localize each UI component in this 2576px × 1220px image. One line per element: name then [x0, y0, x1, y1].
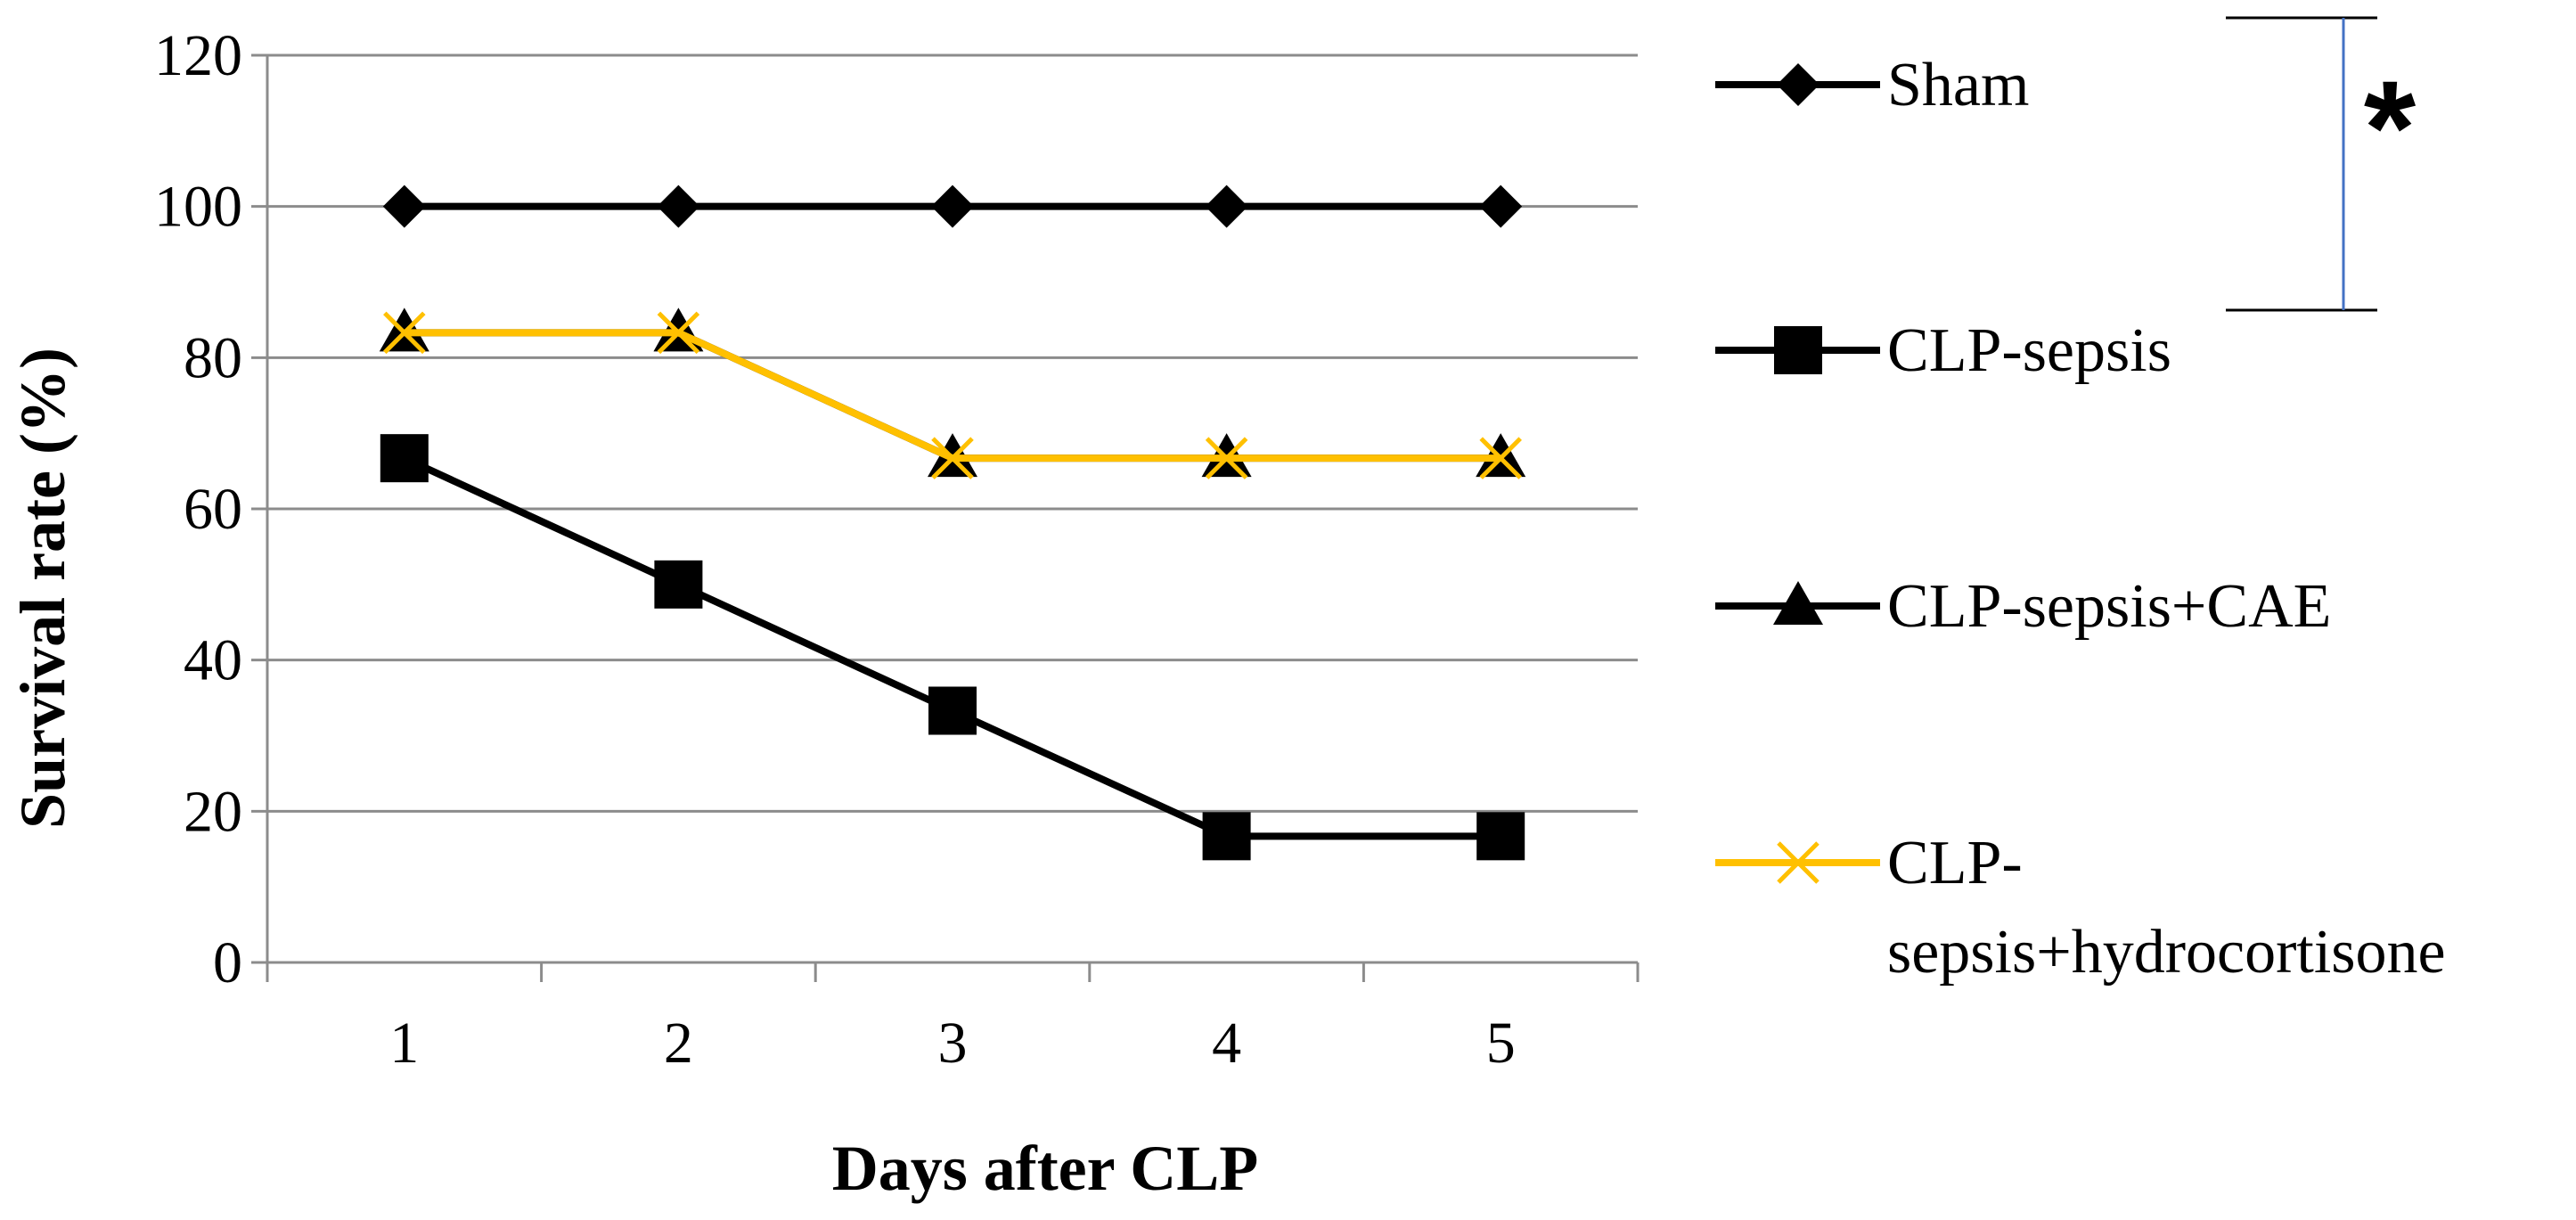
- series-clp-sepsis-hydrocortisone: [383, 311, 1522, 479]
- x-marker-stroke: [383, 311, 426, 355]
- legend-swatch-marker: [1774, 326, 1822, 374]
- legend-label-line: CLP-: [1887, 829, 2023, 897]
- x-tick-label: 1: [389, 1011, 419, 1076]
- x-tick-label: 2: [664, 1011, 693, 1076]
- legend-label: CLP-sepsis: [1887, 316, 2171, 385]
- x-marker-stroke: [1777, 841, 1820, 884]
- data-point-sham: [1479, 184, 1523, 228]
- x-tick-label: 5: [1486, 1011, 1516, 1076]
- data-point-clp-sepsis-hydrocortisone: [657, 311, 700, 355]
- data-point-clp-sepsis: [380, 434, 429, 483]
- data-point-clp-sepsis: [1202, 812, 1251, 861]
- x-marker-stroke: [657, 311, 700, 355]
- legend-label: CLP-sepsis+hydrocortisone: [1887, 829, 2446, 987]
- data-point-sham: [1205, 184, 1248, 228]
- legend-label-line: sepsis+hydrocortisone: [1887, 918, 2446, 987]
- y-tick-label: 80: [184, 325, 242, 390]
- data-point-clp-sepsis-hydrocortisone: [1479, 437, 1522, 479]
- legend-entry-clp-sepsis: CLP-sepsis: [1715, 316, 2171, 385]
- legend-entry-sham: Sham: [1715, 51, 2029, 119]
- legend-swatch-marker: [1773, 581, 1823, 625]
- data-point-sham: [382, 184, 426, 228]
- x-marker-stroke: [1479, 437, 1522, 479]
- data-point-clp-sepsis-hydrocortisone: [931, 437, 974, 479]
- legend-label: Sham: [1887, 51, 2029, 119]
- y-tick-label: 100: [154, 175, 242, 240]
- y-tick-label: 120: [154, 23, 242, 88]
- axes: 0 20 40 60 80 100 120 1 2 3 4 5: [154, 23, 1640, 1076]
- y-tick-label: 0: [213, 930, 242, 995]
- data-point-clp-sepsis: [928, 686, 977, 735]
- x-axis-title: Days after CLP: [832, 1133, 1259, 1204]
- significance-annotation: *: [2226, 16, 2417, 312]
- series-clp-sepsis: [380, 434, 1525, 861]
- y-tick-label: 20: [184, 779, 242, 844]
- legend-label: CLP-sepsis+CAE: [1887, 572, 2331, 641]
- y-tick-label: 40: [184, 628, 242, 693]
- x-tick-label: 3: [938, 1011, 968, 1076]
- series: [379, 184, 1526, 861]
- legend: Sham CLP-sepsis CLP-sepsis+CAE CLP-sepsis+h…: [1715, 51, 2446, 987]
- data-point-sham: [657, 184, 700, 228]
- legend-swatch-marker: [1777, 841, 1820, 884]
- x-tick-label: 4: [1212, 1011, 1241, 1076]
- data-point-clp-sepsis-hydrocortisone: [383, 311, 426, 355]
- data-point-clp-sepsis: [1476, 812, 1525, 861]
- data-point-sham: [931, 184, 974, 228]
- y-tick-label: 60: [184, 477, 242, 542]
- series-line-clp-sepsis: [403, 454, 1501, 840]
- data-point-clp-sepsis-hydrocortisone: [1205, 437, 1248, 479]
- data-point-clp-sepsis: [654, 560, 703, 609]
- x-marker-stroke: [931, 437, 974, 479]
- legend-entry-clp-sepsis-cae: CLP-sepsis+CAE: [1715, 572, 2331, 641]
- series-sham: [382, 184, 1523, 228]
- significance-star: *: [2364, 53, 2417, 202]
- x-marker-stroke: [1205, 437, 1248, 479]
- legend-swatch-marker: [1777, 63, 1820, 106]
- y-axis-title: Survival rate (%): [7, 348, 78, 829]
- legend-entry-clp-sepsis-hydrocortisone: CLP-sepsis+hydrocortisone: [1715, 829, 2446, 987]
